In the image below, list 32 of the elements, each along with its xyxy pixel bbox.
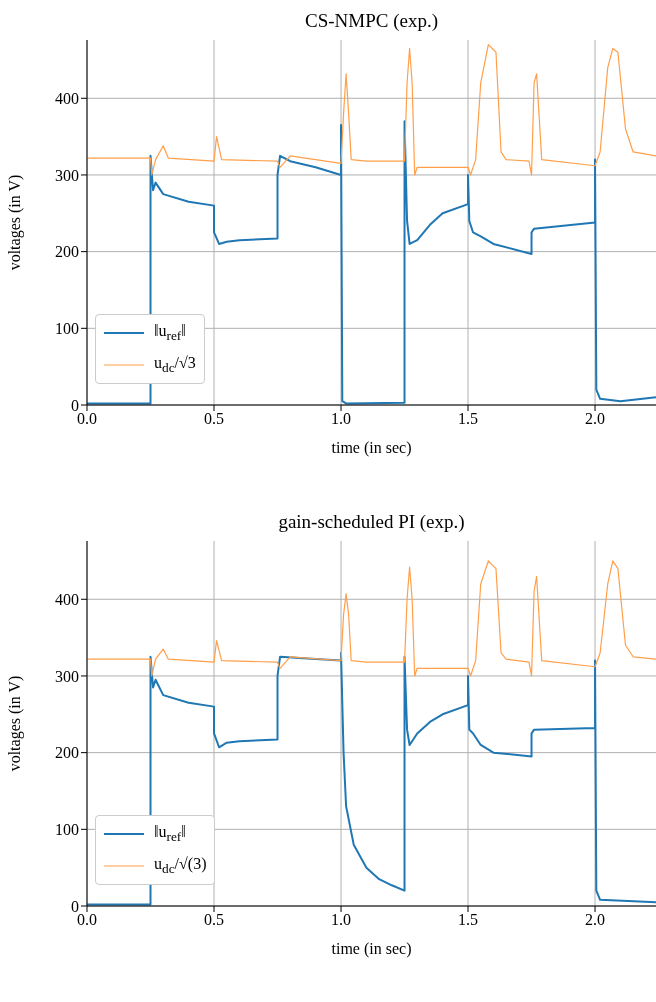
x-tick-label: 2.0	[585, 410, 606, 428]
y-tick-label: 0	[71, 396, 79, 414]
legend-label: u$_{dc}$/√(3)	[154, 854, 207, 878]
legend-label: ‖u$_{ref}$‖	[154, 822, 186, 846]
x-axis-title: time (in sec)	[331, 940, 412, 958]
y-axis-title: voltages (in V)	[5, 174, 24, 271]
y-tick-label: 200	[55, 243, 79, 261]
y-tick-label: 400	[55, 590, 79, 608]
x-tick-label: 0.5	[204, 410, 225, 428]
y-tick-label: 200	[55, 744, 79, 762]
line-series	[87, 44, 656, 176]
y-tick-label: 300	[55, 166, 79, 184]
y-tick-label: 100	[55, 320, 79, 337]
x-tick-label: 0.0	[77, 410, 97, 428]
legend-label: u$_{dc}$/√3	[154, 353, 196, 377]
legend-label: ‖u$_{ref}$‖	[154, 321, 186, 345]
x-tick-label: 1.0	[331, 410, 352, 428]
y-tick-label: 100	[55, 821, 79, 838]
x-axis-title: time (in sec)	[331, 439, 412, 457]
line-series	[87, 560, 656, 677]
x-tick-label: 0.5	[204, 911, 225, 929]
x-tick-label: 1.5	[458, 911, 479, 929]
x-tick-label: 1.0	[331, 911, 352, 929]
x-tick-label: 1.5	[458, 410, 479, 428]
x-tick-label: 2.0	[585, 911, 606, 929]
x-tick-label: 0.0	[77, 911, 97, 929]
y-axis-title: voltages (in V)	[5, 675, 24, 772]
chart-title: CS-NMPC (exp.)	[304, 10, 439, 32]
y-tick-label: 400	[55, 89, 79, 107]
y-tick-label: 0	[71, 897, 79, 915]
y-tick-label: 300	[55, 667, 79, 685]
chart-title: gain-scheduled PI (exp.)	[277, 511, 466, 533]
